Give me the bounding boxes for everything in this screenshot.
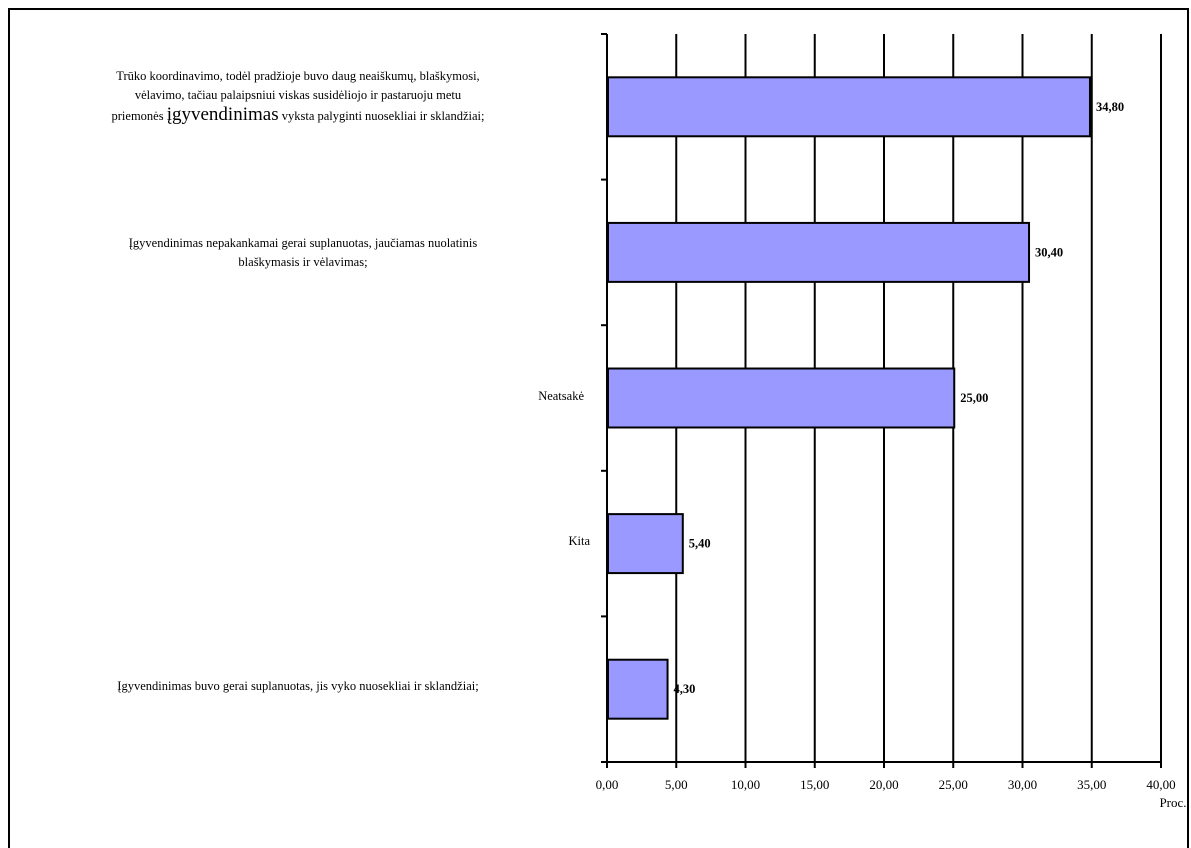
category-label-0-line1: Trūko koordinavimo, todėl pradžioje buvo… <box>116 69 480 83</box>
x-tick-label-0: 0,00 <box>596 777 619 792</box>
category-label-1: Įgyvendinimas nepakankamai gerai suplanu… <box>30 234 576 272</box>
x-tick-label-3: 15,00 <box>800 777 829 792</box>
bar-0 <box>607 76 1091 138</box>
x-tick-label-7: 35,00 <box>1077 777 1106 792</box>
bar-value-label-3: 5,40 <box>689 537 711 551</box>
category-label-3: Kita <box>568 534 590 548</box>
x-tick-label-4: 20,00 <box>869 777 898 792</box>
bar-value-label-1: 30,40 <box>1035 245 1063 259</box>
category-label-2: Neatsakė <box>538 389 584 403</box>
bar-value-label-2: 25,00 <box>960 391 988 405</box>
category-label-0: Trūko koordinavimo, todėl pradžioje buvo… <box>20 67 576 126</box>
x-tick-label-1: 5,00 <box>665 777 688 792</box>
bar-3 <box>607 513 684 575</box>
category-label-0-line3c: vyksta palyginti nuosekliai ir sklandžia… <box>278 109 485 123</box>
x-tick-label-5: 25,00 <box>939 777 968 792</box>
bar-value-label-0: 34,80 <box>1096 100 1124 114</box>
x-axis-label: Proc. <box>1159 795 1186 810</box>
x-tick-label-8: 40,00 <box>1146 777 1175 792</box>
bar-value-label-4: 4,30 <box>674 682 696 696</box>
x-tick-label-2: 10,00 <box>731 777 760 792</box>
category-label-0-line3b: įgyvendinimas <box>166 104 279 125</box>
bar-1 <box>607 221 1031 283</box>
bar-4 <box>607 658 669 720</box>
category-label-4: Įgyvendinimas buvo gerai suplanuotas, ji… <box>117 679 479 693</box>
category-label-1-line2: blaškymasis ir vėlavimas; <box>238 255 368 269</box>
category-label-1-line1: Įgyvendinimas nepakankamai gerai suplanu… <box>128 236 478 250</box>
chart-frame <box>8 8 1189 848</box>
bar-2 <box>607 367 956 429</box>
x-tick-label-6: 30,00 <box>1008 777 1037 792</box>
category-label-0-line2: vėlavimo, tačiau palaipsniui viskas susi… <box>134 88 462 102</box>
category-label-0-line3a: priemonės <box>111 109 167 123</box>
